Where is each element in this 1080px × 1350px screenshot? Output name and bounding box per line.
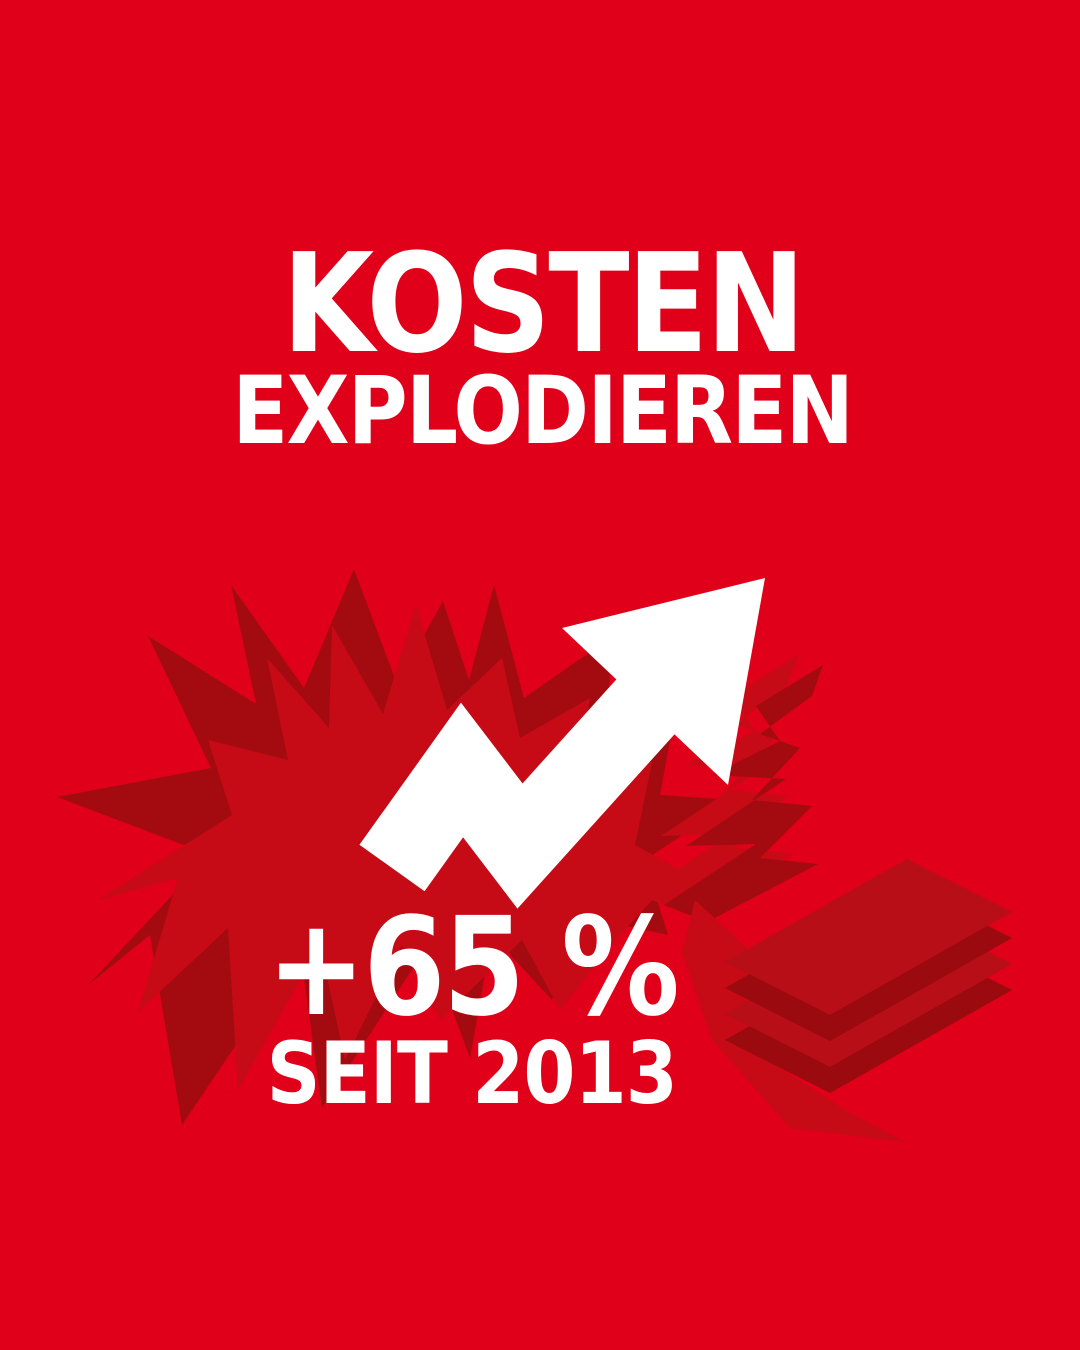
explosion-shard-medium-icon <box>639 655 798 912</box>
trend-up-arrow-icon <box>359 578 765 909</box>
explosion-shard-dark-icon <box>664 665 823 922</box>
banknote-stack-icon <box>725 859 1012 1093</box>
stat-value: +65 % <box>0 900 944 1036</box>
stat-value-text: +65 % <box>266 889 680 1047</box>
banknote-sheet-1 <box>725 859 1012 1015</box>
headline-line2-text: EXPLODIEREN <box>232 357 854 466</box>
headline-line1-text: KOSTEN <box>281 225 806 384</box>
trend-arrow-head <box>562 578 765 785</box>
headline-line2: EXPLODIEREN <box>0 365 1080 459</box>
stat-caption: SEIT 2013 <box>0 1031 944 1117</box>
stat-caption-text: SEIT 2013 <box>266 1024 678 1124</box>
headline-line1: KOSTEN <box>0 236 1080 373</box>
trend-arrow-shaft <box>359 677 678 909</box>
